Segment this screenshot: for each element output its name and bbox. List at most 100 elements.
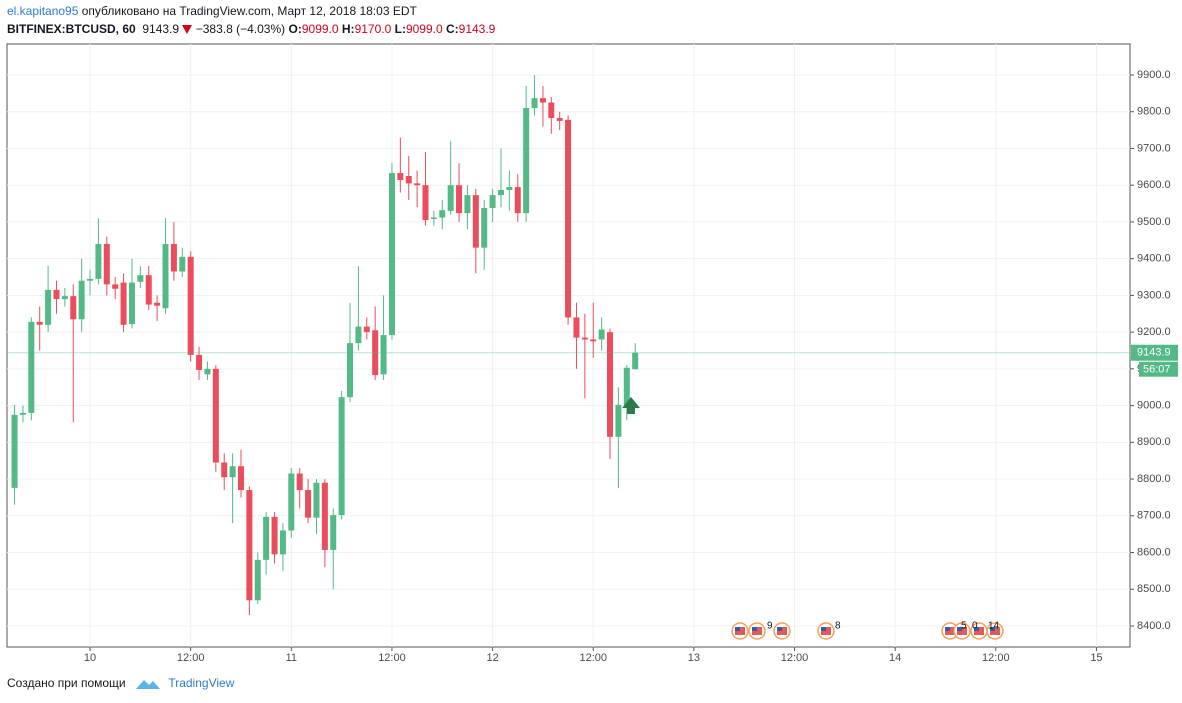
candle-body <box>414 183 421 186</box>
y-tick-label: 8800.0 <box>1137 473 1171 485</box>
x-tick-label: 12:00 <box>982 652 1010 664</box>
candle-body <box>481 207 488 248</box>
ohlc-value: 9099.0 <box>301 22 339 36</box>
candle-body <box>45 289 52 325</box>
candle-body <box>179 256 186 272</box>
event-count: 5 <box>961 621 967 632</box>
x-tick-label: 15 <box>1090 652 1102 664</box>
candle-body <box>523 108 530 214</box>
x-tick-label: 14 <box>889 652 901 664</box>
candle-body <box>447 185 454 211</box>
candle-body <box>87 278 94 281</box>
candle-body <box>456 185 463 214</box>
candle-body <box>128 282 135 325</box>
change: −383.8 (−4.03%) <box>195 22 286 36</box>
event-flag-canton <box>945 627 950 631</box>
arrow-marker <box>622 397 640 414</box>
candle-body <box>363 326 370 333</box>
event-count: 0 <box>972 621 978 632</box>
ohlc-value: 9170.0 <box>354 22 392 36</box>
candle-body <box>556 117 563 121</box>
candle-body <box>229 466 236 478</box>
candle-body <box>548 102 555 118</box>
y-tick-label: 9600.0 <box>1137 179 1171 191</box>
last-price-box <box>1131 344 1178 361</box>
y-tick-label: 8900.0 <box>1137 436 1171 448</box>
candle-body <box>565 119 572 318</box>
x-tick-label: 12:00 <box>177 652 205 664</box>
y-tick-label: 9000.0 <box>1137 400 1171 412</box>
candle-body <box>430 217 437 219</box>
candle-body <box>137 275 144 282</box>
candle-body <box>405 176 412 184</box>
y-tick-label: 8400.0 <box>1137 620 1171 632</box>
candle-body <box>279 530 286 555</box>
event-count: 14 <box>988 621 1000 632</box>
candle-body <box>36 321 43 325</box>
candle-body <box>598 329 605 340</box>
header-line: BITFINEX:BTCUSD, 60 9143.9 −383.8 (−4.03… <box>7 22 495 36</box>
x-tick-label: 10 <box>84 652 96 664</box>
last-price: 9143.9 <box>142 22 180 36</box>
candle-body <box>120 282 127 325</box>
candle-body <box>11 414 18 488</box>
candle-body <box>330 515 337 550</box>
header-line: el.kapitano95 опубликовано на TradingVie… <box>7 4 417 18</box>
last-price-label: 9143.9 <box>1137 347 1171 359</box>
x-tick-label: 12:00 <box>579 652 607 664</box>
candle-body <box>170 243 177 272</box>
candle-body <box>397 173 404 181</box>
candle-body <box>263 516 270 560</box>
y-tick-label: 9700.0 <box>1137 142 1171 154</box>
y-tick-label: 8600.0 <box>1137 546 1171 558</box>
candle-body <box>514 187 521 214</box>
ohlc-label: C: <box>445 22 459 36</box>
candle-body <box>615 404 622 437</box>
candle-body <box>380 335 387 375</box>
countdown-box <box>1139 361 1178 377</box>
candle-body <box>632 352 639 370</box>
x-tick-label: 11 <box>286 652 297 664</box>
author[interactable]: el.kapitano95 <box>7 4 79 18</box>
candle-body <box>472 195 479 248</box>
candle-body <box>246 490 253 601</box>
event-count: 8 <box>835 621 841 632</box>
candle-body <box>112 284 119 289</box>
candle-body <box>607 332 614 437</box>
candle-body <box>623 367 630 405</box>
candle-body <box>531 98 538 109</box>
candle-body <box>78 280 85 320</box>
y-tick-label: 9500.0 <box>1137 216 1171 228</box>
candle-body <box>196 354 203 370</box>
candle-body <box>212 368 219 463</box>
candle-body <box>70 296 77 320</box>
candle-body <box>338 397 345 516</box>
candle-body <box>271 516 278 555</box>
x-tick-label: 12:00 <box>781 652 809 664</box>
brand[interactable]: TradingView <box>168 676 235 690</box>
y-tick-label: 9300.0 <box>1137 289 1171 301</box>
candle-body <box>237 466 244 491</box>
candle-body <box>221 462 228 478</box>
ohlc-label: L: <box>394 22 406 36</box>
candle-body <box>19 412 26 415</box>
event-flag-canton <box>821 627 826 631</box>
candle-body <box>321 482 328 550</box>
candle-body <box>61 296 68 300</box>
candle-body <box>489 195 496 208</box>
event-flag-canton <box>735 627 740 631</box>
published: опубликовано на TradingView.com, Март 12… <box>81 4 417 18</box>
candle-body <box>103 243 110 285</box>
symbol: BITFINEX:BTCUSD, 60 <box>7 22 136 36</box>
footer-text: Создано при помощи <box>7 676 126 690</box>
candle-body <box>464 195 471 214</box>
event-flag-canton <box>957 627 962 631</box>
candle-body <box>305 490 312 518</box>
logo <box>135 680 160 689</box>
ohlc-label: H: <box>341 22 355 36</box>
candle-body <box>372 330 379 376</box>
candle-body <box>254 559 261 601</box>
event-flag-canton <box>777 627 782 631</box>
ohlc-label: O: <box>288 22 302 36</box>
